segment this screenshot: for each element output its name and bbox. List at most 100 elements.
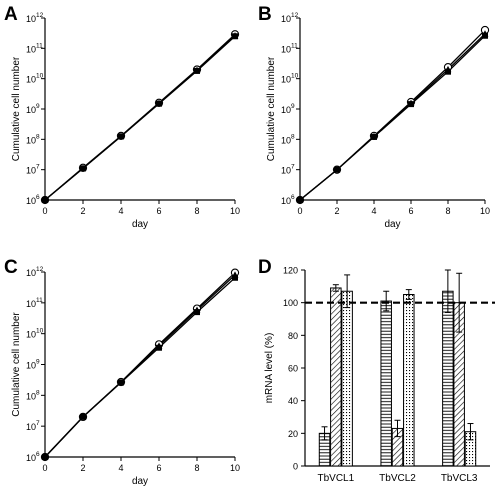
category-label: TbVCL3 bbox=[441, 473, 478, 484]
y-tick-label-exponent: 10 bbox=[291, 73, 299, 80]
y-tick-label-base: 10 bbox=[26, 135, 36, 145]
data-point-filled-triangle bbox=[296, 196, 304, 203]
y-tick-label-base: 10 bbox=[281, 196, 291, 206]
y-tick-label-base: 10 bbox=[26, 196, 36, 206]
data-point-filled-triangle bbox=[193, 66, 201, 73]
panel-label: C bbox=[4, 257, 18, 278]
y-tick-label-exponent: 11 bbox=[291, 42, 298, 49]
series-line-filled-triangle bbox=[44, 274, 236, 458]
y-tick-label-exponent: 6 bbox=[36, 451, 40, 458]
y-tick-label-exponent: 10 bbox=[36, 73, 44, 80]
y-tick-label: 120 bbox=[283, 266, 298, 276]
y-tick-label: 60 bbox=[288, 364, 298, 374]
y-tick-label: 40 bbox=[288, 396, 298, 406]
bar-tbvcl2-dotted bbox=[403, 294, 415, 467]
bar-tbvcl3-horizontal-lines bbox=[442, 290, 454, 467]
bar-tbvcl1-dotted bbox=[341, 290, 353, 467]
series-line-filled-triangle bbox=[44, 35, 236, 201]
panel-label: D bbox=[258, 257, 272, 278]
y-tick-label-exponent: 9 bbox=[291, 103, 295, 110]
y-tick-label-base: 10 bbox=[26, 391, 36, 401]
y-tick-label: 100 bbox=[283, 298, 298, 308]
bar-tbvcl2-horizontal-lines bbox=[380, 300, 392, 467]
x-tick-label: 2 bbox=[80, 206, 85, 216]
y-tick-label: 80 bbox=[288, 331, 298, 341]
data-point-filled-triangle bbox=[333, 166, 341, 173]
y-tick-label-base: 10 bbox=[26, 268, 36, 278]
series-line-filled-square bbox=[44, 277, 236, 458]
y-tick-label-exponent: 11 bbox=[36, 42, 43, 49]
series-line-open-circle bbox=[299, 29, 486, 201]
y-tick-label-base: 10 bbox=[26, 330, 36, 340]
x-tick-label: 10 bbox=[480, 206, 490, 216]
y-tick-label-base: 10 bbox=[281, 135, 291, 145]
data-point-filled-triangle bbox=[370, 132, 378, 139]
x-tick-label: 10 bbox=[230, 206, 240, 216]
y-tick-label-exponent: 7 bbox=[291, 164, 295, 171]
y-tick-label-base: 10 bbox=[26, 75, 36, 85]
y-tick-label-base: 10 bbox=[26, 422, 36, 432]
y-tick-label-base: 10 bbox=[281, 14, 291, 24]
y-tick-label-exponent: 12 bbox=[36, 266, 44, 273]
x-tick-label: 8 bbox=[194, 463, 199, 473]
y-tick-label-base: 10 bbox=[26, 14, 36, 24]
category-label: TbVCL1 bbox=[317, 473, 354, 484]
data-point-filled-triangle bbox=[41, 453, 49, 460]
data-point-filled-triangle bbox=[481, 30, 489, 37]
y-axis-label: Cumulative cell number bbox=[11, 312, 22, 417]
x-axis-label: day bbox=[132, 476, 148, 487]
y-tick-label-exponent: 7 bbox=[36, 164, 40, 171]
bar-tbvcl1-diagonal-lines bbox=[330, 287, 342, 467]
x-tick-label: 0 bbox=[42, 206, 47, 216]
series-line-open-circle bbox=[44, 33, 236, 201]
data-point-filled-triangle bbox=[231, 32, 239, 39]
x-axis-label: day bbox=[132, 219, 148, 230]
y-tick-label-exponent: 8 bbox=[291, 133, 295, 140]
data-point-filled-triangle bbox=[231, 271, 239, 278]
y-tick-label-base: 10 bbox=[281, 75, 291, 85]
x-tick-label: 6 bbox=[156, 206, 161, 216]
data-point-filled-triangle bbox=[155, 99, 163, 106]
x-tick-label: 6 bbox=[156, 463, 161, 473]
y-tick-label-exponent: 8 bbox=[36, 389, 40, 396]
data-point-filled-triangle bbox=[155, 342, 163, 349]
data-point-filled-triangle bbox=[444, 65, 452, 73]
data-point-filled-triangle bbox=[117, 132, 125, 139]
x-tick-label: 6 bbox=[408, 206, 413, 216]
y-tick-label-exponent: 6 bbox=[291, 194, 295, 201]
y-tick-label-base: 10 bbox=[281, 166, 291, 176]
x-tick-label: 8 bbox=[194, 206, 199, 216]
data-point-filled-triangle bbox=[407, 99, 415, 106]
y-tick-label-base: 10 bbox=[281, 44, 291, 54]
y-tick-label-base: 10 bbox=[26, 361, 36, 371]
y-tick-label-base: 10 bbox=[26, 453, 36, 463]
x-tick-label: 8 bbox=[445, 206, 450, 216]
y-tick-label-exponent: 12 bbox=[291, 12, 299, 19]
x-tick-label: 2 bbox=[334, 206, 339, 216]
panel-label: B bbox=[258, 4, 272, 25]
x-tick-label: 2 bbox=[80, 463, 85, 473]
x-axis-label: day bbox=[384, 219, 400, 230]
data-point-filled-triangle bbox=[117, 378, 125, 385]
x-tick-label: 4 bbox=[118, 206, 123, 216]
x-tick-label: 0 bbox=[42, 463, 47, 473]
y-axis-label: mRNA level (%) bbox=[264, 333, 275, 404]
y-tick-label-exponent: 12 bbox=[36, 12, 44, 19]
panel-d: D 0 20 40 60 80 100 120 mRNA level (%) TbVCL1 TbVC… bbox=[258, 257, 495, 484]
y-tick-label: 0 bbox=[293, 462, 298, 472]
y-tick-label-base: 10 bbox=[26, 105, 36, 115]
category-label: TbVCL2 bbox=[379, 473, 416, 484]
data-point-filled-triangle bbox=[79, 413, 87, 420]
y-tick-label-exponent: 7 bbox=[36, 420, 40, 427]
y-tick-label-base: 10 bbox=[26, 299, 36, 309]
y-tick-label-exponent: 9 bbox=[36, 359, 40, 366]
x-tick-label: 4 bbox=[371, 206, 376, 216]
data-point-filled-triangle bbox=[79, 164, 87, 172]
x-tick-label: 4 bbox=[118, 463, 123, 473]
panel-label: A bbox=[4, 4, 18, 25]
data-point-filled-triangle bbox=[41, 196, 49, 203]
